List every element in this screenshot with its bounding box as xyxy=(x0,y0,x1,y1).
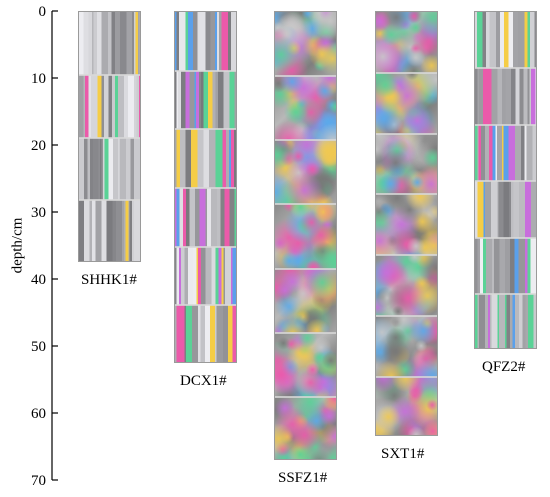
segment-divider xyxy=(79,136,140,139)
core-segment xyxy=(79,200,140,262)
axis-tick-label: 60 xyxy=(31,406,46,422)
core-image xyxy=(174,11,237,363)
segment-divider xyxy=(275,139,336,142)
core-image xyxy=(474,11,537,350)
axis-tick-label: 0 xyxy=(39,4,47,20)
core-segment xyxy=(376,72,437,135)
core-image xyxy=(78,11,141,263)
core-segment xyxy=(376,376,437,436)
segment-divider xyxy=(175,186,236,189)
segment-divider xyxy=(275,395,336,398)
segment-divider xyxy=(376,375,437,378)
axis-tick-label: 20 xyxy=(31,138,46,154)
sample-label: DCX1# xyxy=(180,372,227,389)
core-segment xyxy=(275,76,336,142)
segment-divider xyxy=(376,193,437,196)
core-segment xyxy=(376,12,437,74)
segment-divider xyxy=(475,123,536,126)
core-segment xyxy=(475,237,536,295)
core-image xyxy=(274,11,337,460)
segment-divider xyxy=(475,180,536,183)
core-segment xyxy=(475,124,536,183)
axis-tick-label: 70 xyxy=(31,473,46,489)
core-segment xyxy=(175,129,236,189)
segment-divider xyxy=(376,71,437,74)
segment-divider xyxy=(175,245,236,248)
core-segment xyxy=(175,187,236,248)
segment-divider xyxy=(475,236,536,239)
segment-divider xyxy=(376,254,437,257)
core-segment xyxy=(475,12,536,70)
core-segment xyxy=(475,293,536,349)
segment-divider xyxy=(175,69,236,72)
segment-divider xyxy=(475,67,536,70)
core-segment xyxy=(175,12,236,72)
core-segment xyxy=(475,68,536,126)
axis-tick-label: 10 xyxy=(31,71,46,87)
segment-divider xyxy=(79,73,140,76)
segment-divider xyxy=(275,267,336,270)
segment-divider xyxy=(275,331,336,334)
segment-divider xyxy=(376,132,437,135)
axis-tick-label: 30 xyxy=(31,205,46,221)
segment-divider xyxy=(79,199,140,202)
segment-divider xyxy=(475,292,536,295)
core-segment xyxy=(275,204,336,270)
core-segment xyxy=(79,12,140,76)
sample-label: SXT1# xyxy=(381,446,425,463)
core-segment xyxy=(376,315,437,378)
core-image xyxy=(375,11,438,437)
axis-tick-label: 50 xyxy=(31,339,46,355)
segment-divider xyxy=(175,128,236,131)
core-segment xyxy=(275,12,336,78)
core-segment xyxy=(376,194,437,257)
sample-label: QFZ2# xyxy=(482,359,526,376)
core-segment xyxy=(275,140,336,206)
core-segment xyxy=(79,74,140,139)
core-segment xyxy=(275,396,336,459)
core-segment xyxy=(475,181,536,239)
core-segment xyxy=(175,246,236,307)
segment-divider xyxy=(275,203,336,206)
core-segment xyxy=(376,133,437,196)
sample-label: SHHK1# xyxy=(81,272,137,289)
core-segment xyxy=(275,332,336,398)
core-segment xyxy=(175,70,236,131)
axis-tick-label: 40 xyxy=(31,272,46,288)
core-segment xyxy=(175,305,236,362)
core-segment xyxy=(376,255,437,317)
segment-divider xyxy=(275,75,336,78)
segment-divider xyxy=(376,314,437,317)
sample-label: SSFZ1# xyxy=(278,469,328,486)
core-segment xyxy=(275,268,336,334)
core-segment xyxy=(79,137,140,202)
segment-divider xyxy=(175,304,236,307)
axis-title: depth/cm xyxy=(9,217,26,274)
